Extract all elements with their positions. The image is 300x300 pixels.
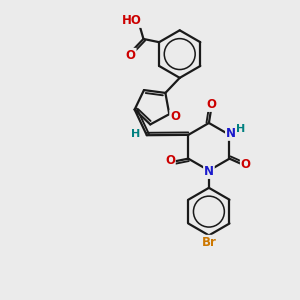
Text: O: O: [126, 49, 136, 62]
Text: O: O: [207, 98, 217, 111]
Text: H: H: [236, 124, 245, 134]
Text: O: O: [241, 158, 251, 171]
Text: Br: Br: [202, 236, 216, 249]
Text: N: N: [226, 127, 236, 140]
Text: O: O: [170, 110, 180, 124]
Text: O: O: [165, 154, 175, 167]
Text: HO: HO: [122, 14, 142, 27]
Text: H: H: [131, 129, 141, 139]
Text: N: N: [204, 165, 214, 178]
